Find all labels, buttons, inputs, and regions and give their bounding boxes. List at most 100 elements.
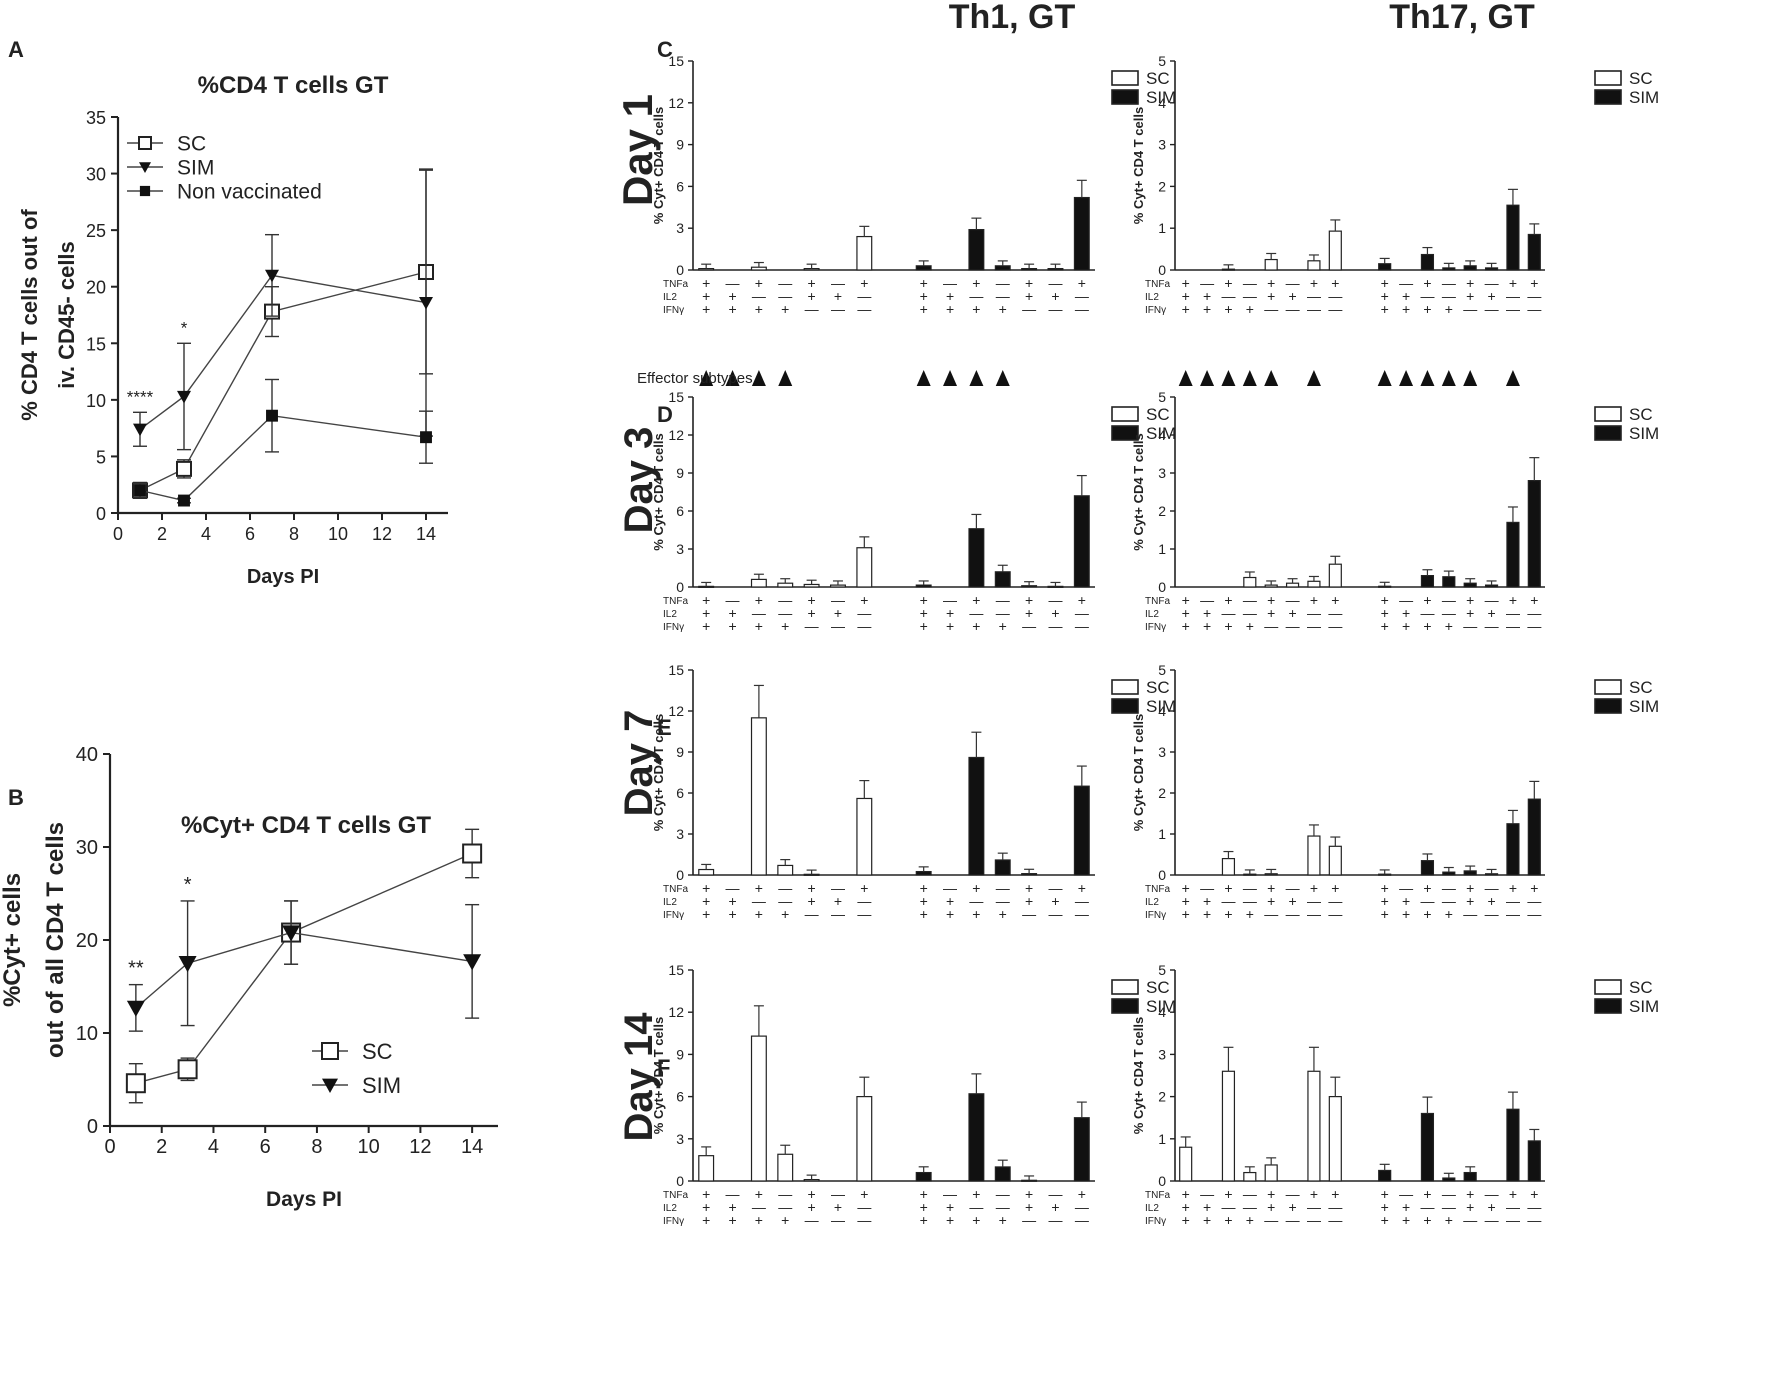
bar-sc [803,1178,820,1182]
effector-marker [1200,370,1215,386]
cytokine-sign: + [920,288,928,304]
cytokine-sign: — [1442,893,1456,909]
cytokine-sign: — [1286,275,1300,291]
cytokine-sign: — [726,275,740,291]
legend-label-sim: SIM [1629,997,1659,1016]
effector-marker [1377,370,1392,386]
y-tick-label: 0 [1158,579,1166,595]
cytokine-sign: — [1048,301,1062,317]
bar-sim [1378,263,1392,271]
data-point [462,843,483,864]
effector-marker [1463,370,1478,386]
cytokine-sign: + [1025,605,1033,621]
column-header-th1: Th1, GT [949,0,1076,36]
effector-marker [1221,370,1236,386]
cytokine-sign: + [1530,880,1538,896]
y-tick-label: 15 [668,389,684,405]
cytokine-sign: — [996,1186,1010,1202]
legend-marker [139,185,151,197]
cytokine-sign: + [1267,1199,1275,1215]
y-tick-label: 2 [1158,178,1166,194]
cytokine-sign: + [1224,592,1232,608]
chart-title: %CD4 T cells GT [198,72,389,99]
cytokine-sign: + [1530,592,1538,608]
cytokine-sign: — [1527,605,1541,621]
row-label-day: Day 14 [617,1012,661,1142]
y-tick-label: 9 [676,465,684,481]
cytokine-sign: — [1506,301,1520,317]
effector-marker [1505,370,1520,386]
bar-sc [1243,576,1257,588]
cytokine-sign: + [1445,301,1453,317]
cytokine-sign: — [752,1199,766,1215]
bar-sim [994,265,1011,271]
cytokine-sign: + [755,618,763,634]
bar-sim [1047,268,1064,271]
cytokine-sign: + [1381,618,1389,634]
cytokine-sign: + [1182,880,1190,896]
cytokine-sign: + [1381,893,1389,909]
cytokine-sign: + [972,592,980,608]
bar-sim [994,571,1011,588]
cytokine-sign: — [857,1212,871,1228]
cytokine-sign: — [857,893,871,909]
cytokine-sign: — [1399,275,1413,291]
panel-letter-b: B [8,785,24,810]
data-point [134,484,146,497]
y-tick-label: 1 [1158,541,1166,557]
bar-sc [1328,1095,1342,1182]
legend-swatch-sc [1111,979,1139,995]
cytokine-sign: — [778,275,792,291]
cytokine-sign: + [1182,1186,1190,1202]
cytokine-sign: — [1463,1212,1477,1228]
cytokine-sign: + [702,1212,710,1228]
bar-sim [1021,268,1038,271]
cytokine-sign: + [1267,592,1275,608]
data-point [265,269,279,283]
bar-sim [1442,576,1456,588]
cytokine-sign: + [1487,893,1495,909]
cytokine-sign: + [1224,880,1232,896]
cytokine-sign: + [1246,1212,1254,1228]
cytokine-sign: — [1022,618,1036,634]
cytokine-sign: — [752,605,766,621]
effector-marker [1441,370,1456,386]
cytokine-sign: + [702,893,710,909]
bar-sim [1073,196,1090,271]
cytokine-sign: + [1310,1186,1318,1202]
y-tick-label: 1 [1158,826,1166,842]
cytokine-sign: — [996,880,1010,896]
y-tick-label: 12 [668,427,684,443]
bar-sc [1243,1171,1257,1182]
cytokine-sign: + [1402,618,1410,634]
cytokine-sign: — [1420,1199,1434,1215]
y-axis-label: % Cyt+ CD4 T cells [651,107,666,224]
cytokine-sign: + [1445,618,1453,634]
cytokine-sign: + [1025,592,1033,608]
cytokine-sign: + [1078,880,1086,896]
x-tick-label: 4 [208,1136,219,1158]
bar-sim [1378,1169,1392,1182]
cytokine-sign: + [808,1186,816,1202]
legend-swatch-sc [1594,70,1622,86]
cytokine-sign: — [1307,1212,1321,1228]
x-tick-label: 14 [416,524,436,544]
cytokine-sign: + [1203,1199,1211,1215]
effector-marker [778,370,793,386]
y-tick-label: 12 [668,95,684,111]
bar-sim [1073,785,1090,876]
cytokine-sign: — [1420,605,1434,621]
cytokine-sign: + [1203,906,1211,922]
cytokine-sign: + [1182,275,1190,291]
bar-sim [1484,873,1499,876]
x-tick-label: 6 [260,1136,271,1158]
cytokine-sign: + [1051,605,1059,621]
cytokine-sign: + [920,1212,928,1228]
effector-subtypes-label: Effector subtypes [637,370,753,387]
bar-sc [1307,260,1321,271]
cytokine-sign: — [1442,605,1456,621]
cytokine-sign: + [1078,1186,1086,1202]
legend-label: SIM [362,1073,401,1098]
y-tick-label: 0 [676,262,684,278]
